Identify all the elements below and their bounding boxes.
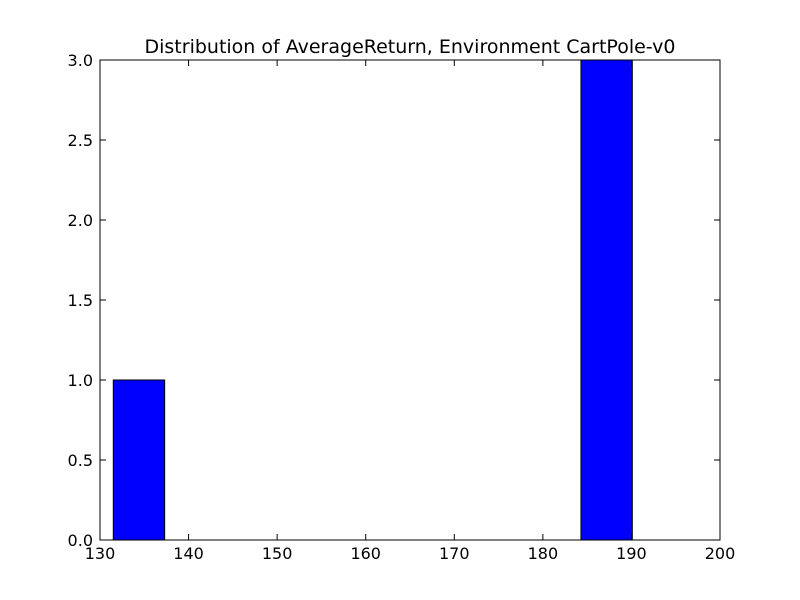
x-tick-label-0: 130 bbox=[85, 544, 116, 563]
y-tick-label-3: 1.5 bbox=[68, 291, 93, 310]
x-tick-label-5: 180 bbox=[528, 544, 559, 563]
y-tick-label-2: 1.0 bbox=[68, 371, 93, 390]
axes-frame bbox=[99, 59, 721, 541]
x-tick-label-6: 190 bbox=[616, 544, 647, 563]
y-tick-label-1: 0.5 bbox=[68, 451, 93, 470]
y-tick-label-0: 0.0 bbox=[68, 531, 93, 550]
ticks-layer: 130 140 150 160 170 180 190 200 0.0 0.5 1.0 1.5 2.0 2… bbox=[68, 51, 736, 563]
x-tick-label-3: 160 bbox=[350, 544, 381, 563]
x-tick-label-4: 170 bbox=[439, 544, 470, 563]
y-tick-label-4: 2.0 bbox=[68, 211, 93, 230]
x-tick-label-7: 200 bbox=[705, 544, 736, 563]
x-tick-label-1: 140 bbox=[173, 544, 204, 563]
histogram-bar-1 bbox=[112, 379, 166, 541]
bars-layer bbox=[112, 59, 633, 541]
x-tick-label-2: 150 bbox=[262, 544, 293, 563]
y-tick-label-6: 3.0 bbox=[68, 51, 93, 70]
histogram-bar-2 bbox=[580, 59, 633, 541]
chart-title: Distribution of AverageReturn, Environme… bbox=[145, 36, 676, 58]
y-tick-label-5: 2.5 bbox=[68, 131, 93, 150]
